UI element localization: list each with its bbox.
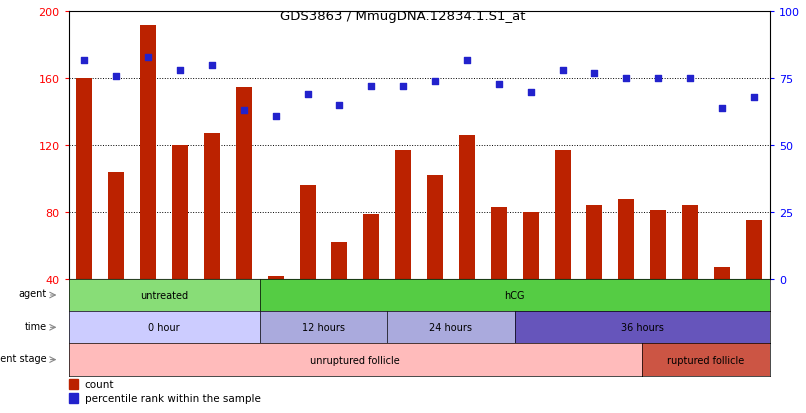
Text: agent: agent: [19, 289, 47, 299]
Point: [652, 76, 665, 83]
Point: [142, 55, 155, 61]
Text: 12 hours: 12 hours: [302, 323, 345, 332]
Text: time: time: [24, 321, 47, 331]
Point: [206, 62, 218, 69]
Text: hCG: hCG: [505, 290, 525, 300]
Bar: [69, 379, 78, 389]
Point: [110, 73, 123, 80]
Bar: [714, 268, 730, 346]
Bar: [268, 276, 284, 346]
Bar: [746, 221, 762, 346]
Point: [588, 71, 601, 77]
Text: percentile rank within the sample: percentile rank within the sample: [85, 394, 260, 404]
Bar: [77, 79, 93, 346]
Point: [524, 89, 537, 96]
Point: [716, 105, 729, 112]
Bar: [69, 393, 78, 403]
Bar: [331, 242, 347, 346]
Bar: [364, 214, 380, 346]
Point: [492, 81, 505, 88]
Bar: [427, 176, 443, 346]
Bar: [459, 136, 475, 346]
Text: development stage: development stage: [0, 353, 47, 363]
Point: [556, 68, 569, 74]
Point: [683, 76, 696, 83]
Bar: [523, 212, 538, 346]
Bar: [587, 206, 602, 346]
Text: 36 hours: 36 hours: [621, 323, 663, 332]
Point: [397, 84, 409, 90]
Point: [747, 95, 760, 101]
Point: [620, 76, 633, 83]
Text: ruptured follicle: ruptured follicle: [667, 355, 745, 365]
Bar: [140, 26, 156, 346]
Text: 24 hours: 24 hours: [430, 323, 472, 332]
Point: [460, 57, 473, 64]
Bar: [650, 211, 666, 346]
Point: [173, 68, 186, 74]
Point: [78, 57, 91, 64]
Bar: [108, 173, 124, 346]
Text: GDS3863 / MmugDNA.12834.1.S1_at: GDS3863 / MmugDNA.12834.1.S1_at: [280, 10, 526, 23]
Point: [269, 113, 282, 120]
Point: [333, 102, 346, 109]
Point: [365, 84, 378, 90]
Bar: [682, 206, 698, 346]
Text: count: count: [85, 379, 114, 389]
Bar: [491, 207, 507, 346]
Point: [301, 92, 314, 98]
Point: [237, 108, 250, 114]
Bar: [204, 134, 220, 346]
Text: untreated: untreated: [140, 290, 188, 300]
Bar: [395, 151, 411, 346]
Bar: [555, 151, 571, 346]
Bar: [236, 88, 251, 346]
Text: unruptured follicle: unruptured follicle: [310, 355, 401, 365]
Text: 0 hour: 0 hour: [148, 323, 180, 332]
Point: [429, 78, 442, 85]
Bar: [618, 199, 634, 346]
Bar: [300, 186, 315, 346]
Bar: [172, 146, 188, 346]
